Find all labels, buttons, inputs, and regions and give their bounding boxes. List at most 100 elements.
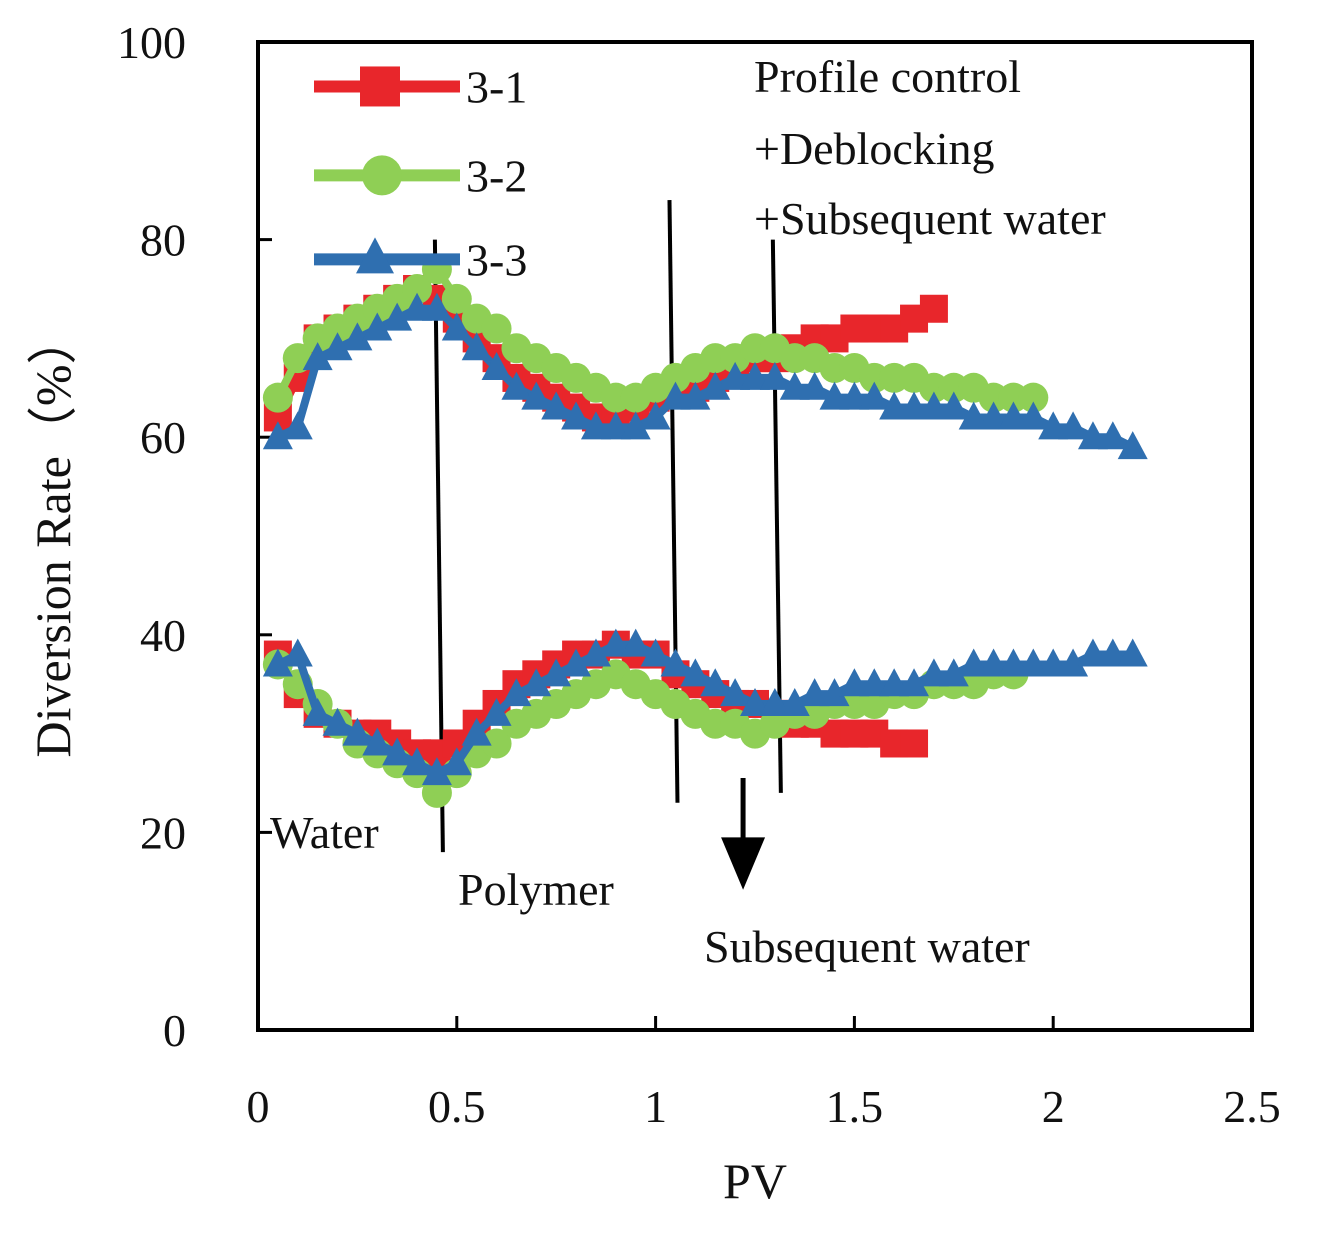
triangle-marker (302, 697, 333, 726)
triangle-marker (1077, 421, 1108, 450)
triangle-marker (978, 648, 1009, 677)
x-tick-label: 0 (247, 1081, 270, 1132)
y-tick-label: 0 (163, 1005, 186, 1056)
triangle-marker (1018, 648, 1049, 677)
triangle-marker (700, 371, 731, 400)
triangle-marker (421, 292, 452, 321)
triangle-marker (1117, 431, 1148, 460)
y-tick-label: 100 (117, 17, 186, 68)
triangle-marker (541, 391, 572, 420)
y-tick-label: 20 (140, 807, 186, 858)
triangle-marker (402, 292, 433, 321)
annotation-profile_3: +Subsequent water (754, 193, 1106, 244)
triangle-marker (740, 687, 770, 716)
legend: 3-1 3-2 3-3 (314, 61, 527, 285)
annotation-polymer: Polymer (458, 864, 614, 915)
y-tick-label: 40 (140, 610, 186, 661)
triangle-marker (382, 302, 413, 331)
triangle-marker (382, 737, 413, 766)
triangle-marker (839, 668, 870, 697)
triangle-marker (1038, 648, 1069, 677)
legend-label: 3-1 (466, 61, 527, 112)
triangle-marker (620, 628, 651, 657)
triangle-marker (660, 381, 691, 410)
triangle-marker (521, 668, 552, 697)
triangle-marker (700, 668, 731, 697)
triangle-marker (640, 638, 671, 667)
arrow-down-icon (721, 837, 766, 890)
legend-square-marker (360, 66, 400, 107)
x-axis-title: PV (723, 1153, 787, 1209)
legend-label: 3-2 (466, 150, 527, 201)
series-3-3 (262, 628, 1148, 786)
triangle-marker (958, 648, 989, 677)
triangle-marker (521, 381, 552, 410)
tick-labels: 0 20 40 60 80 100 0 0.5 1 1.5 2 2.5 (117, 17, 1281, 1132)
annotations: Water Polymer Subsequent water Profile cont… (270, 51, 1106, 972)
triangle-marker (1038, 411, 1069, 440)
triangle-marker (481, 697, 512, 726)
plot-frame (256, 40, 1254, 1032)
triangle-marker (322, 332, 353, 361)
annotation-water: Water (270, 807, 379, 858)
triangle-marker (561, 401, 592, 430)
triangle-marker (1097, 638, 1128, 667)
triangle-marker (998, 401, 1029, 430)
triangle-marker (759, 361, 790, 390)
triangle-marker (819, 678, 850, 707)
triangle-marker (1117, 638, 1148, 667)
triangle-marker (899, 668, 930, 697)
triangle-marker (998, 648, 1029, 677)
triangle-marker (1058, 648, 1089, 677)
triangle-marker (859, 381, 890, 410)
series-3-2 (262, 254, 1049, 413)
triangle-marker (461, 717, 492, 746)
circle-marker (481, 728, 512, 759)
triangle-marker (1077, 638, 1108, 667)
circle-marker (1018, 382, 1049, 413)
triangle-marker (839, 381, 870, 410)
triangle-marker (1018, 401, 1049, 430)
triangle-marker (342, 322, 373, 351)
legend-label: 3-3 (466, 234, 527, 285)
triangle-marker (819, 381, 850, 410)
triangle-marker (282, 411, 313, 440)
triangle-marker (779, 371, 810, 400)
triangle-marker (461, 332, 492, 361)
triangle-marker (938, 658, 969, 687)
circle-marker (262, 382, 293, 413)
triangle-marker (879, 391, 910, 420)
triangle-marker (600, 628, 631, 657)
triangle-marker (501, 371, 532, 400)
triangle-marker (759, 687, 790, 716)
series-3-3 (262, 292, 1148, 460)
annotation-profile_1: Profile control (754, 51, 1021, 102)
triangle-marker (282, 638, 313, 667)
legend-item-3-3: 3-3 (314, 234, 527, 285)
triangle-marker (938, 391, 969, 420)
square-marker (900, 729, 929, 758)
triangle-marker (421, 757, 452, 786)
square-marker (919, 294, 948, 323)
circle-marker (402, 274, 433, 304)
triangle-marker (879, 668, 910, 697)
x-tick-label: 1 (644, 1081, 667, 1132)
annotation-profile_2: +Deblocking (754, 123, 995, 174)
triangle-marker (302, 342, 333, 371)
triangle-marker (362, 727, 393, 756)
triangle-marker (1097, 421, 1128, 450)
legend-triangle-marker (356, 237, 394, 274)
circle-marker (421, 777, 452, 808)
x-tick-label: 1.5 (826, 1081, 884, 1132)
triangle-marker (541, 658, 572, 687)
triangle-marker (740, 361, 770, 390)
triangle-marker (899, 391, 930, 420)
triangle-marker (918, 658, 949, 687)
triangle-marker (859, 668, 890, 697)
triangle-marker (262, 421, 293, 450)
x-tick-label: 0.5 (428, 1081, 486, 1132)
annotation-subsequent: Subsequent water (704, 921, 1030, 972)
triangle-marker (481, 352, 512, 381)
circle-marker (441, 283, 472, 314)
